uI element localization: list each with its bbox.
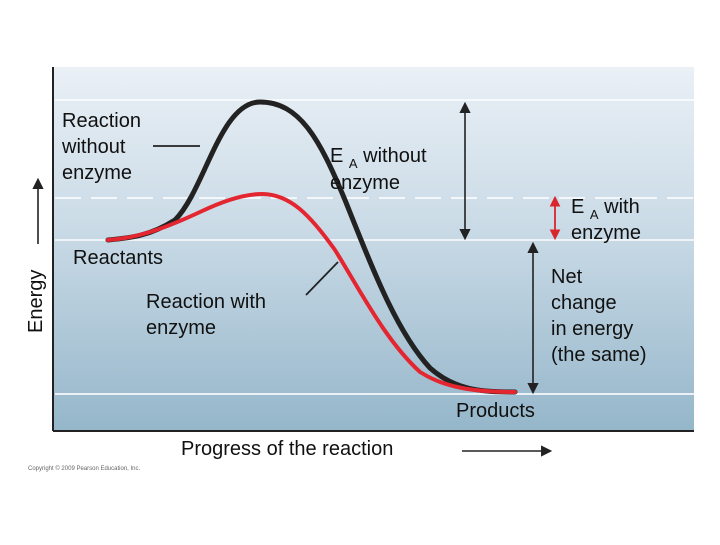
label-reaction-with-enzyme: Reaction with enzyme <box>146 291 272 339</box>
plot-background <box>53 67 694 431</box>
curve-with-enzyme <box>106 191 517 394</box>
leader-line-with <box>305 261 339 296</box>
label-ea-with-enzyme: E A with enzyme <box>571 196 645 244</box>
x-axis-label: Progress of the reaction <box>181 438 393 460</box>
label-net-change: Net change in energy (the same) <box>551 266 647 366</box>
copyright-text: Copyright © 2009 Pearson Education, Inc. <box>28 465 140 472</box>
label-reactants: Reactants <box>73 247 163 269</box>
curve-without-enzyme <box>105 99 518 395</box>
label-ea-without-enzyme: E A without enzyme <box>330 145 432 194</box>
label-products: Products <box>456 400 535 422</box>
label-reaction-without-enzyme: Reaction without enzyme <box>61 110 147 184</box>
y-axis-label: Energy <box>25 270 47 333</box>
